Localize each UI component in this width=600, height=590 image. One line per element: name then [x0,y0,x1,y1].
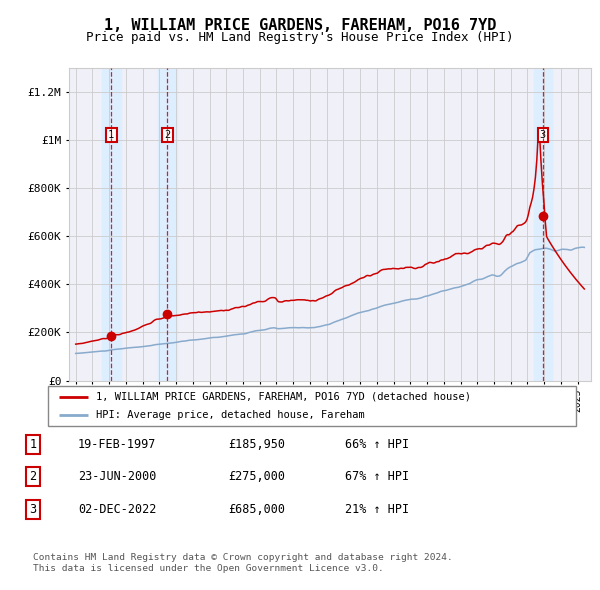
Text: 1, WILLIAM PRICE GARDENS, FAREHAM, PO16 7YD (detached house): 1, WILLIAM PRICE GARDENS, FAREHAM, PO16 … [95,392,470,402]
FancyBboxPatch shape [48,386,576,426]
Text: 67% ↑ HPI: 67% ↑ HPI [345,470,409,483]
Text: £275,000: £275,000 [228,470,285,483]
Text: 02-DEC-2022: 02-DEC-2022 [78,503,157,516]
Text: 2: 2 [164,130,170,140]
Text: 1: 1 [29,438,37,451]
Bar [102,68,121,381]
Text: 3: 3 [29,503,37,516]
Text: 23-JUN-2000: 23-JUN-2000 [78,470,157,483]
Text: 1: 1 [108,130,115,140]
Text: 3: 3 [539,130,546,140]
Text: Price paid vs. HM Land Registry's House Price Index (HPI): Price paid vs. HM Land Registry's House … [86,31,514,44]
Bar [533,68,552,381]
Text: £685,000: £685,000 [228,503,285,516]
Bar [158,68,176,381]
Text: Contains HM Land Registry data © Crown copyright and database right 2024.
This d: Contains HM Land Registry data © Crown c… [33,553,453,573]
Text: 19-FEB-1997: 19-FEB-1997 [78,438,157,451]
Text: 1, WILLIAM PRICE GARDENS, FAREHAM, PO16 7YD: 1, WILLIAM PRICE GARDENS, FAREHAM, PO16 … [104,18,496,33]
Text: £185,950: £185,950 [228,438,285,451]
Text: 2: 2 [29,470,37,483]
Text: 21% ↑ HPI: 21% ↑ HPI [345,503,409,516]
Text: 66% ↑ HPI: 66% ↑ HPI [345,438,409,451]
Text: HPI: Average price, detached house, Fareham: HPI: Average price, detached house, Fare… [95,410,364,420]
